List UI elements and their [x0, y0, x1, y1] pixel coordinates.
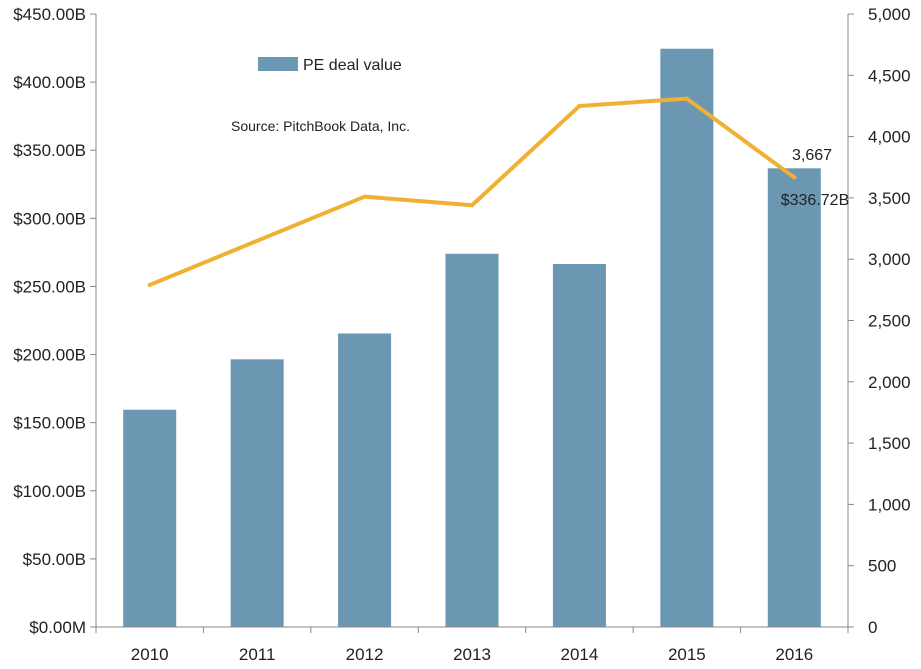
left-tick-label: $250.00B [13, 277, 86, 296]
x-tick-label: 2015 [668, 645, 706, 664]
right-tick-label: 1,500 [868, 434, 911, 453]
bar [123, 409, 177, 627]
bars [123, 48, 821, 628]
legend-label: PE deal value [303, 57, 402, 74]
x-axis: 2010 2011 2012 2013 2014 2015 2016 [95, 626, 849, 664]
bar [445, 253, 499, 628]
left-axis: $0.00M $50.00B $100.00B $150.00B $200.00B $25… [13, 5, 97, 637]
right-axis: 0 500 1,000 1,500 2,000 2,500 3,000 3,500 4,000 4… [847, 5, 911, 637]
right-tick-label: 0 [868, 618, 877, 637]
bar [767, 168, 821, 627]
left-tick-label: $50.00B [23, 550, 86, 569]
right-tick-label: 500 [868, 557, 896, 576]
line-point [577, 103, 582, 108]
x-tick-label: 2012 [346, 645, 384, 664]
bar-last-value-label: $336.72B [781, 192, 850, 209]
left-tick-label: $350.00B [13, 141, 86, 160]
line-point [147, 282, 152, 287]
bar [338, 333, 392, 627]
right-tick-label: 4,000 [868, 128, 911, 147]
line-point [792, 175, 797, 180]
right-tick-label: 5,000 [868, 5, 911, 24]
right-tick-label: 4,500 [868, 66, 911, 85]
x-tick-label: 2016 [775, 645, 813, 664]
left-tick-label: $400.00B [13, 73, 86, 92]
source-note: Source: PitchBook Data, Inc. [231, 118, 410, 134]
left-tick-label: $0.00M [29, 618, 86, 637]
legend: PE deal value [258, 57, 402, 74]
left-tick-label: $450.00B [13, 5, 86, 24]
line-series [147, 96, 797, 287]
line-last-value-label: 3,667 [792, 147, 832, 164]
x-tick-label: 2011 [239, 645, 276, 664]
left-tick-label: $150.00B [13, 414, 86, 433]
bar [660, 48, 714, 627]
bar [230, 359, 284, 627]
x-tick-label: 2014 [561, 645, 599, 664]
x-tick-label: 2010 [131, 645, 169, 664]
right-tick-label: 3,500 [868, 189, 911, 208]
left-tick-label: $300.00B [13, 209, 86, 228]
left-tick-label: $200.00B [13, 346, 86, 365]
x-tick-label: 2013 [453, 645, 491, 664]
line-point [255, 238, 260, 243]
line-point [362, 194, 367, 199]
left-tick-label: $100.00B [13, 482, 86, 501]
line-point [684, 96, 689, 101]
bar [552, 263, 606, 627]
right-tick-label: 2,000 [868, 373, 911, 392]
legend-swatch [258, 57, 298, 71]
line-point [470, 203, 474, 208]
right-tick-label: 2,500 [868, 312, 911, 331]
right-tick-label: 1,000 [868, 495, 911, 514]
right-tick-label: 3,000 [868, 250, 911, 269]
